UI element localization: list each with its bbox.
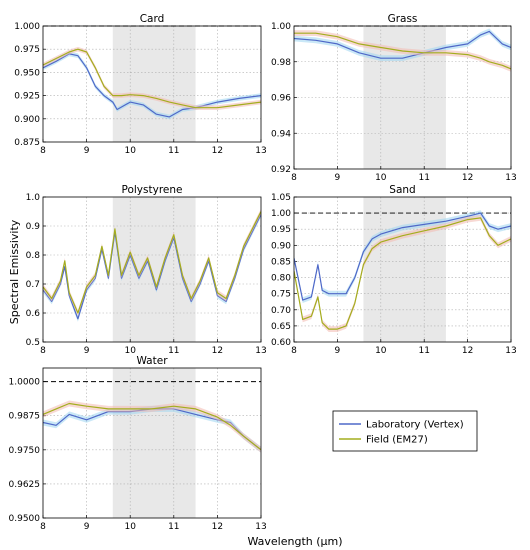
x-tick-label: 12 [462,346,473,356]
y-tick-label: 0.90 [271,241,291,251]
y-tick-label: 0.7 [26,280,40,290]
legend-box [332,410,478,452]
y-tick-label: 0.65 [271,322,291,332]
x-tick-label: 8 [40,346,46,356]
y-tick-label: 0.60 [271,338,291,348]
plot-frame [42,367,262,519]
y-tick-label: 0.75 [271,290,291,300]
x-tick-label: 11 [418,173,429,183]
series-line-0 [294,212,511,301]
plot-frame [42,196,262,343]
y-tick-label: 0.94 [271,129,291,139]
series-line-1 [294,217,511,330]
plot-frame [293,196,512,343]
panel-card: 8 9 10 11 12 13 0.875 0.900 0.925 0.950 0.975 1.000… [14,13,266,156]
x-tick-label: 12 [462,173,473,183]
y-tick-label: 1.00 [271,209,291,219]
x-tick-label: 9 [84,146,90,156]
shaded-band [363,197,446,342]
series-band-1 [294,215,511,332]
panel-polystyrene: 8 9 10 11 12 13 0.5 0.6 0.7 0.8 0.9 1.0 Polystyrene [26,184,267,356]
x-tick-label: 8 [291,346,297,356]
x-tick-label: 10 [124,346,136,356]
y-tick-label: 0.85 [271,257,291,267]
x-tick-label: 8 [40,146,46,156]
panel-title: Grass [388,13,418,25]
y-tick-label: 1.0000 [9,378,41,388]
y-tick-label: 0.6 [26,309,41,319]
x-tick-label: 10 [375,173,387,183]
y-tick-label: 0.9 [26,222,41,232]
x-tick-label: 13 [255,146,266,156]
y-tick-label: 0.95 [271,225,291,235]
y-tick-label: 0.96 [271,94,291,104]
panel-title: Card [140,13,165,25]
y-tick-label: 0.92 [271,165,291,175]
series-line-1 [294,32,511,70]
y-tick-label: 1.00 [271,22,291,32]
y-tick-label: 0.900 [14,115,40,125]
x-tick-label: 10 [124,522,136,532]
y-tick-label: 0.70 [271,306,291,316]
series-line-1 [43,402,261,451]
y-tick-label: 0.5 [26,338,40,348]
legend-label: Laboratory (Vertex) [366,420,464,431]
panel-title: Polystyrene [122,184,183,196]
y-tick-label: 0.975 [14,45,40,55]
x-tick-label: 8 [40,522,46,532]
x-tick-label: 11 [418,346,429,356]
x-tick-label: 12 [212,522,223,532]
x-tick-label: 13 [505,173,516,183]
shaded-band [112,368,196,518]
x-tick-label: 13 [255,346,266,356]
series-band-0 [294,210,511,303]
y-tick-label: 1.0 [26,193,41,203]
x-tick-label: 10 [375,346,387,356]
y-tick-label: 0.9875 [9,412,41,422]
y-tick-label: 0.8 [26,251,41,261]
y-tick-label: 0.80 [271,274,291,284]
legend-label: Field (EM27) [366,435,428,446]
y-tick-label: 0.9625 [9,480,41,490]
panel-title: Water [136,355,168,367]
plot-frame [293,25,512,170]
x-tick-label: 9 [84,522,90,532]
x-tick-label: 11 [168,522,179,532]
y-axis-label: Spectral Emissivity [8,219,21,324]
series-line-1 [43,211,261,314]
x-tick-label: 8 [291,173,297,183]
x-tick-label: 13 [255,522,266,532]
x-tick-label: 10 [124,146,136,156]
series-band-0 [43,51,261,120]
panel-sand: 8 9 10 11 12 13 0.60 0.65 0.70 0.75 0.80 0.85 0.90 0.… [271,184,517,356]
legend: Laboratory (Vertex) Field (EM27) [332,410,478,452]
x-tick-label: 13 [505,346,516,356]
shaded-band [112,26,196,142]
x-tick-label: 11 [168,346,179,356]
x-tick-label: 11 [168,146,179,156]
panel-water: 8 9 10 11 12 13 0.9500 0.9625 0.9750 0.9875 1.0000… [9,355,267,532]
y-tick-label: 1.05 [271,193,291,203]
plot-frame [42,25,262,143]
panel-title: Sand [389,184,415,196]
x-tick-label: 9 [84,346,90,356]
y-tick-label: 0.875 [14,138,40,148]
y-tick-label: 0.9500 [9,514,41,524]
y-tick-label: 0.925 [14,92,40,102]
y-tick-label: 0.98 [271,58,291,68]
series-line-1 [43,48,261,109]
y-tick-label: 0.950 [14,68,40,78]
panel-grass: 8 9 10 11 12 13 0.92 0.94 0.96 0.98 1.00 Grass [271,13,517,183]
x-axis-label: Wavelength (μm) [247,535,342,548]
x-tick-label: 9 [335,346,341,356]
y-tick-label: 1.000 [14,22,40,32]
x-tick-label: 9 [335,173,341,183]
x-tick-label: 12 [212,146,223,156]
y-tick-label: 0.9750 [9,446,41,456]
x-tick-label: 12 [212,346,223,356]
